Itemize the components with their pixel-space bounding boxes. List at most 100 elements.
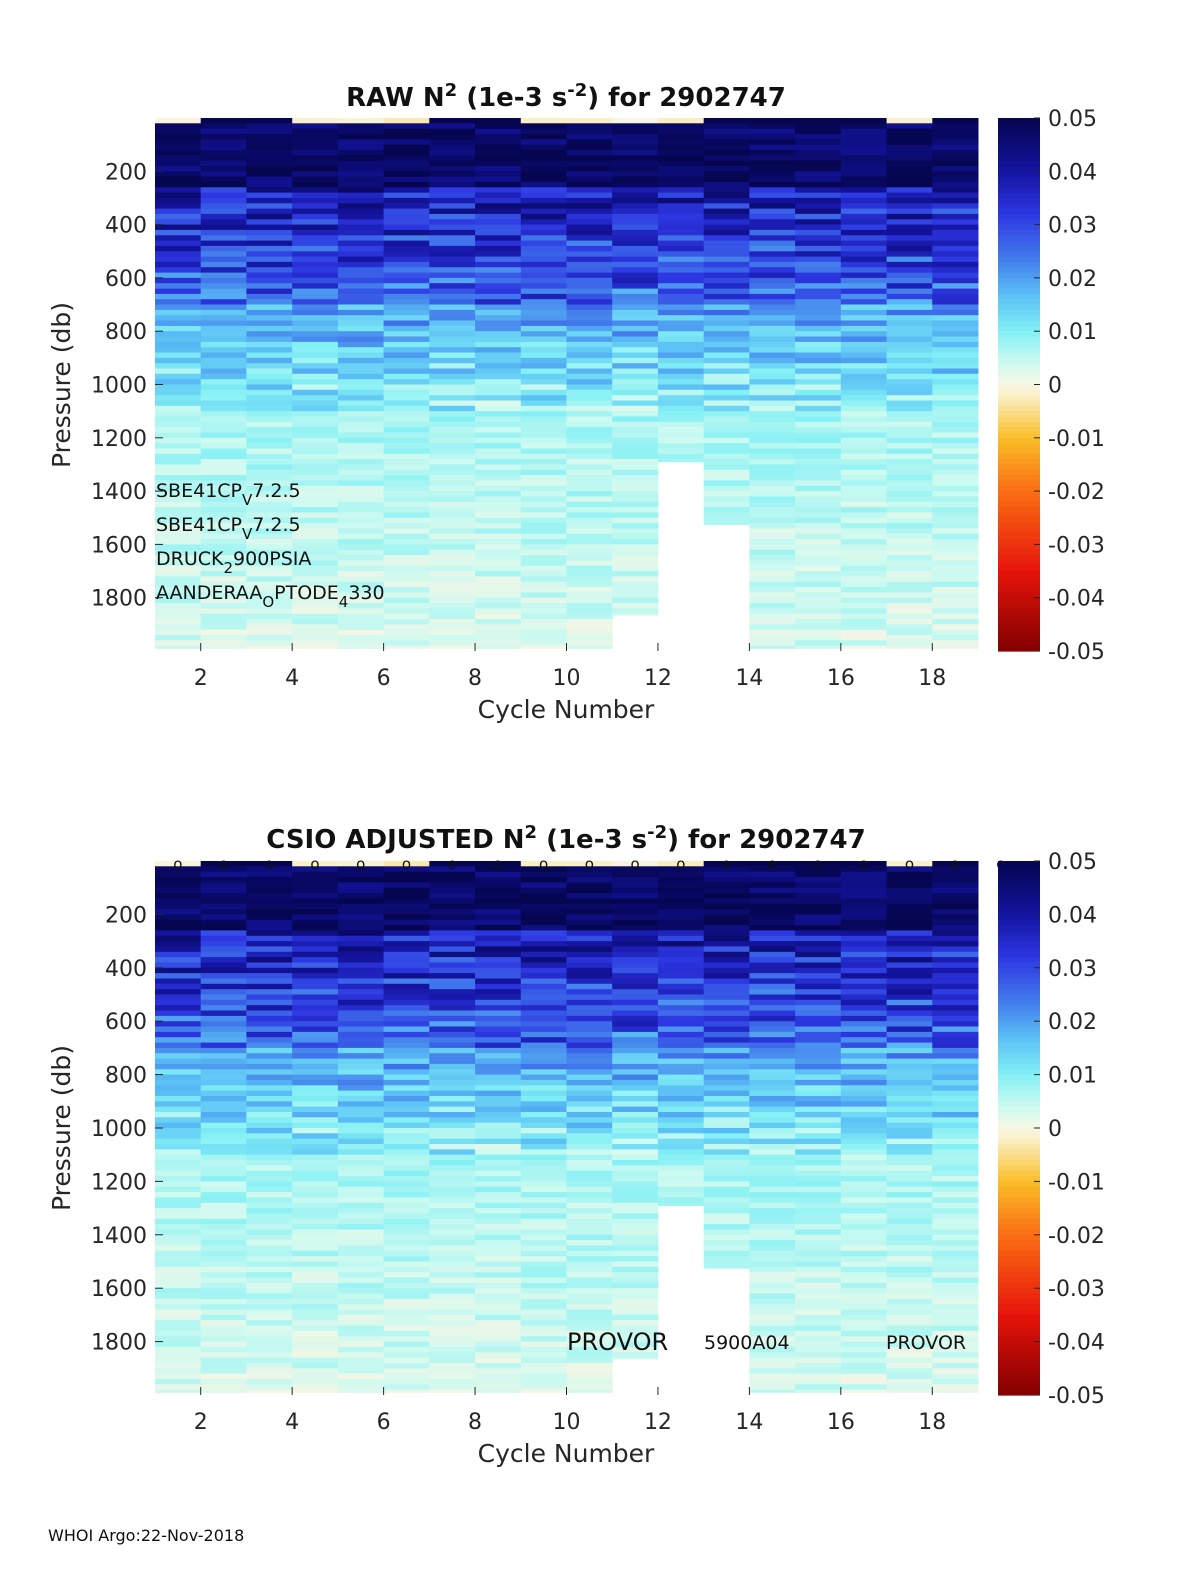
heatmap-cell xyxy=(520,1384,567,1391)
heatmap-cell xyxy=(337,1096,385,1102)
heatmap-cell xyxy=(520,887,567,894)
heatmap-cell xyxy=(932,1288,979,1294)
heatmap-cell xyxy=(383,1069,430,1076)
heatmap-cell xyxy=(657,341,705,348)
heatmap-cell xyxy=(155,533,202,540)
colorbar-swatch xyxy=(998,203,1040,210)
heatmap-cell xyxy=(429,909,476,915)
heatmap-cell xyxy=(612,1122,659,1129)
heatmap-cell xyxy=(292,432,339,439)
heatmap-cell xyxy=(292,909,339,915)
heatmap-cell xyxy=(475,379,522,385)
heatmap-cell xyxy=(520,373,567,380)
heatmap-cell xyxy=(795,336,842,343)
heatmap-cell xyxy=(246,421,293,428)
heatmap-cell xyxy=(932,587,979,593)
heatmap-cell xyxy=(383,1282,430,1289)
heatmap-cell xyxy=(292,171,339,178)
heatmap-cell xyxy=(612,903,659,910)
colorbar-swatch xyxy=(998,251,1040,258)
heatmap-cell xyxy=(246,533,293,540)
heatmap-cell xyxy=(932,160,979,167)
heatmap-cell xyxy=(795,480,842,487)
colorbar-swatch xyxy=(998,368,1040,375)
heatmap-cell xyxy=(703,480,750,487)
heatmap-cell xyxy=(703,903,750,910)
raw-y-axis-label: Pressure (db) xyxy=(47,302,76,468)
heatmap-cell xyxy=(337,405,385,412)
heatmap-cell xyxy=(200,1368,247,1375)
heatmap-cell xyxy=(155,448,202,455)
heatmap-cell xyxy=(337,973,385,979)
heatmap-cell xyxy=(886,1368,933,1375)
heatmap-cell xyxy=(246,1208,293,1214)
heatmap-cell xyxy=(520,1325,567,1332)
sensor-label: AANDERAAOPTODE4330 xyxy=(156,582,385,611)
colorbar-swatch xyxy=(998,1181,1040,1188)
heatmap-cell xyxy=(566,400,613,407)
heatmap-cell xyxy=(612,331,659,337)
heatmap-cell xyxy=(795,619,842,625)
heatmap-cell xyxy=(840,1282,887,1289)
heatmap-cell xyxy=(520,1282,567,1289)
heatmap-cell xyxy=(292,1053,339,1059)
heatmap-cell xyxy=(840,861,887,867)
heatmap-cell xyxy=(246,304,293,311)
heatmap-cell xyxy=(292,411,339,417)
heatmap-cell xyxy=(292,1074,339,1081)
heatmap-cell xyxy=(566,315,613,321)
heatmap-cell xyxy=(246,925,293,931)
heatmap-cell xyxy=(475,983,522,990)
heatmap-cell xyxy=(429,1031,476,1038)
heatmap-cell xyxy=(840,448,887,455)
heatmap-cell xyxy=(703,245,750,252)
heatmap-cell xyxy=(246,941,293,947)
heatmap-cell xyxy=(840,1245,887,1252)
heatmap-cell xyxy=(612,501,659,508)
heatmap-cell xyxy=(155,1336,202,1343)
heatmap-cell xyxy=(155,1170,202,1177)
heatmap-cell xyxy=(429,187,476,194)
heatmap-cell xyxy=(932,866,979,873)
heatmap-cell xyxy=(612,219,659,226)
heatmap-cell xyxy=(337,941,385,947)
heatmap-cell xyxy=(383,1261,430,1268)
heatmap-cell xyxy=(337,389,385,396)
heatmap-cell xyxy=(840,635,887,641)
colorbar-swatch xyxy=(998,224,1040,231)
heatmap-cell xyxy=(703,405,750,412)
heatmap-cell xyxy=(292,517,339,524)
heatmap-cell xyxy=(795,144,842,151)
heatmap-cell xyxy=(612,1031,659,1038)
heatmap-cell xyxy=(566,1037,613,1043)
colorbar-swatch xyxy=(998,171,1040,178)
heatmap-cell xyxy=(566,192,613,199)
heatmap-cell xyxy=(383,245,430,252)
heatmap-cell xyxy=(429,512,476,519)
heatmap-cell xyxy=(657,983,705,990)
heatmap-cell xyxy=(886,491,933,497)
heatmap-cell xyxy=(703,128,750,135)
colorbar-swatch xyxy=(998,389,1040,396)
heatmap-cell xyxy=(200,166,247,172)
heatmap-cell xyxy=(795,1336,842,1343)
heatmap-cell xyxy=(383,379,430,385)
heatmap-cell xyxy=(795,251,842,258)
heatmap-cell xyxy=(475,645,522,649)
heatmap-cell xyxy=(337,320,385,327)
heatmap-cell xyxy=(292,962,339,969)
heatmap-cell xyxy=(566,1341,613,1348)
heatmap-cell xyxy=(383,1298,430,1305)
colorbar-swatch xyxy=(998,903,1040,910)
heatmap-cell xyxy=(246,1170,293,1177)
heatmap-cell xyxy=(886,1250,933,1257)
heatmap-cell xyxy=(246,245,293,252)
heatmap-cell xyxy=(429,197,476,204)
heatmap-cell xyxy=(657,962,705,969)
heatmap-cell xyxy=(886,1144,933,1150)
heatmap-cell xyxy=(932,1170,979,1177)
heatmap-cell xyxy=(520,501,567,508)
heatmap-cell xyxy=(566,395,613,401)
heatmap-cell xyxy=(246,352,293,359)
heatmap-cell xyxy=(246,1272,293,1278)
